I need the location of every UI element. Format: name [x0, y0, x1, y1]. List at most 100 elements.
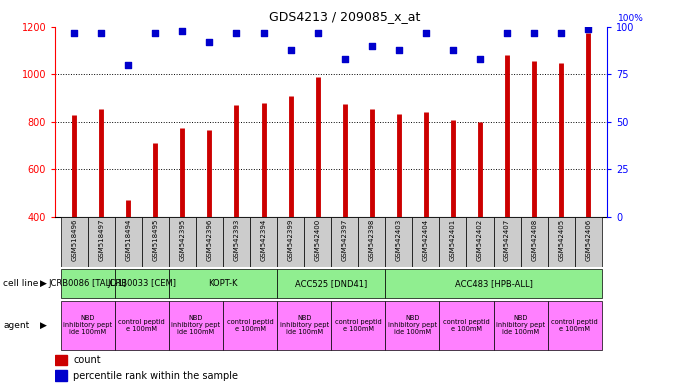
Bar [385, 268, 602, 298]
Bar [548, 217, 575, 267]
Text: GSM542395: GSM542395 [179, 218, 186, 261]
Text: 100%: 100% [618, 14, 644, 23]
Point [447, 46, 458, 53]
Point [475, 56, 486, 62]
Text: GSM518495: GSM518495 [152, 218, 158, 261]
Text: GSM542406: GSM542406 [585, 218, 591, 261]
Bar [141, 217, 169, 267]
Text: control peptid
e 100mM: control peptid e 100mM [443, 319, 490, 332]
Text: JCRB0033 [CEM]: JCRB0033 [CEM] [107, 279, 176, 288]
Point [123, 62, 134, 68]
Text: GDS4213 / 209085_x_at: GDS4213 / 209085_x_at [269, 10, 421, 23]
Text: control peptid
e 100mM: control peptid e 100mM [551, 319, 598, 332]
Text: NBD
inhibitory pept
ide 100mM: NBD inhibitory pept ide 100mM [279, 315, 328, 336]
Bar [169, 268, 277, 298]
Bar [385, 301, 440, 350]
Bar [413, 217, 440, 267]
Text: GSM542393: GSM542393 [233, 218, 239, 261]
Bar [61, 217, 88, 267]
Bar [88, 217, 115, 267]
Text: KOPT-K: KOPT-K [208, 279, 238, 288]
Point [285, 46, 296, 53]
Text: GSM542405: GSM542405 [558, 218, 564, 261]
Text: GSM542401: GSM542401 [450, 218, 456, 261]
Point [68, 30, 79, 36]
Text: ▶: ▶ [40, 279, 47, 288]
Bar [358, 217, 385, 267]
Point [583, 26, 594, 32]
Bar [115, 301, 169, 350]
Text: percentile rank within the sample: percentile rank within the sample [73, 371, 239, 381]
Text: GSM542394: GSM542394 [261, 218, 266, 261]
Text: JCRB0086 [TALL-1]: JCRB0086 [TALL-1] [48, 279, 127, 288]
Text: GSM542408: GSM542408 [531, 218, 537, 261]
Bar [196, 217, 223, 267]
Text: GSM542407: GSM542407 [504, 218, 510, 261]
Bar [575, 217, 602, 267]
Point [177, 28, 188, 34]
Bar [61, 301, 115, 350]
Bar [250, 217, 277, 267]
Point [312, 30, 323, 36]
Bar [223, 217, 250, 267]
Text: NBD
inhibitory pept
ide 100mM: NBD inhibitory pept ide 100mM [388, 315, 437, 336]
Bar [466, 217, 493, 267]
Point [231, 30, 242, 36]
Text: ▶: ▶ [40, 321, 47, 330]
Point [502, 30, 513, 36]
Text: control peptid
e 100mM: control peptid e 100mM [226, 319, 273, 332]
Point [529, 30, 540, 36]
Bar [55, 355, 68, 365]
Text: NBD
inhibitory pept
ide 100mM: NBD inhibitory pept ide 100mM [496, 315, 545, 336]
Text: GSM542397: GSM542397 [342, 218, 348, 261]
Bar [169, 301, 223, 350]
Point [420, 30, 431, 36]
Text: GSM518494: GSM518494 [126, 218, 131, 261]
Bar [115, 268, 169, 298]
Point [393, 46, 404, 53]
Bar [521, 217, 548, 267]
Bar [331, 217, 358, 267]
Point [150, 30, 161, 36]
Text: GSM542404: GSM542404 [423, 218, 429, 261]
Bar [493, 217, 521, 267]
Point [204, 39, 215, 45]
Text: ACC483 [HPB-ALL]: ACC483 [HPB-ALL] [455, 279, 533, 288]
Text: cell line: cell line [3, 279, 39, 288]
Bar [223, 301, 277, 350]
Text: control peptid
e 100mM: control peptid e 100mM [119, 319, 165, 332]
Bar [277, 268, 385, 298]
Bar [331, 301, 385, 350]
Point [96, 30, 107, 36]
Text: GSM542403: GSM542403 [396, 218, 402, 261]
Text: GSM518496: GSM518496 [71, 218, 77, 261]
Bar [385, 217, 413, 267]
Text: GSM518497: GSM518497 [98, 218, 104, 261]
Text: GSM542400: GSM542400 [315, 218, 321, 261]
Bar [304, 217, 331, 267]
Bar [440, 217, 466, 267]
Bar [440, 301, 493, 350]
Bar [55, 370, 68, 381]
Text: count: count [73, 355, 101, 365]
Bar [277, 301, 331, 350]
Text: control peptid
e 100mM: control peptid e 100mM [335, 319, 382, 332]
Bar [61, 268, 115, 298]
Bar [169, 217, 196, 267]
Text: NBD
inhibitory pept
ide 100mM: NBD inhibitory pept ide 100mM [63, 315, 112, 336]
Text: GSM542398: GSM542398 [368, 218, 375, 261]
Point [258, 30, 269, 36]
Point [339, 56, 351, 62]
Text: ACC525 [DND41]: ACC525 [DND41] [295, 279, 367, 288]
Text: GSM542402: GSM542402 [477, 218, 483, 261]
Text: agent: agent [3, 321, 30, 330]
Text: GSM542399: GSM542399 [288, 218, 294, 261]
Point [555, 30, 566, 36]
Point [366, 43, 377, 49]
Bar [493, 301, 548, 350]
Text: GSM542396: GSM542396 [206, 218, 213, 261]
Bar [115, 217, 141, 267]
Text: NBD
inhibitory pept
ide 100mM: NBD inhibitory pept ide 100mM [171, 315, 221, 336]
Bar [548, 301, 602, 350]
Bar [277, 217, 304, 267]
